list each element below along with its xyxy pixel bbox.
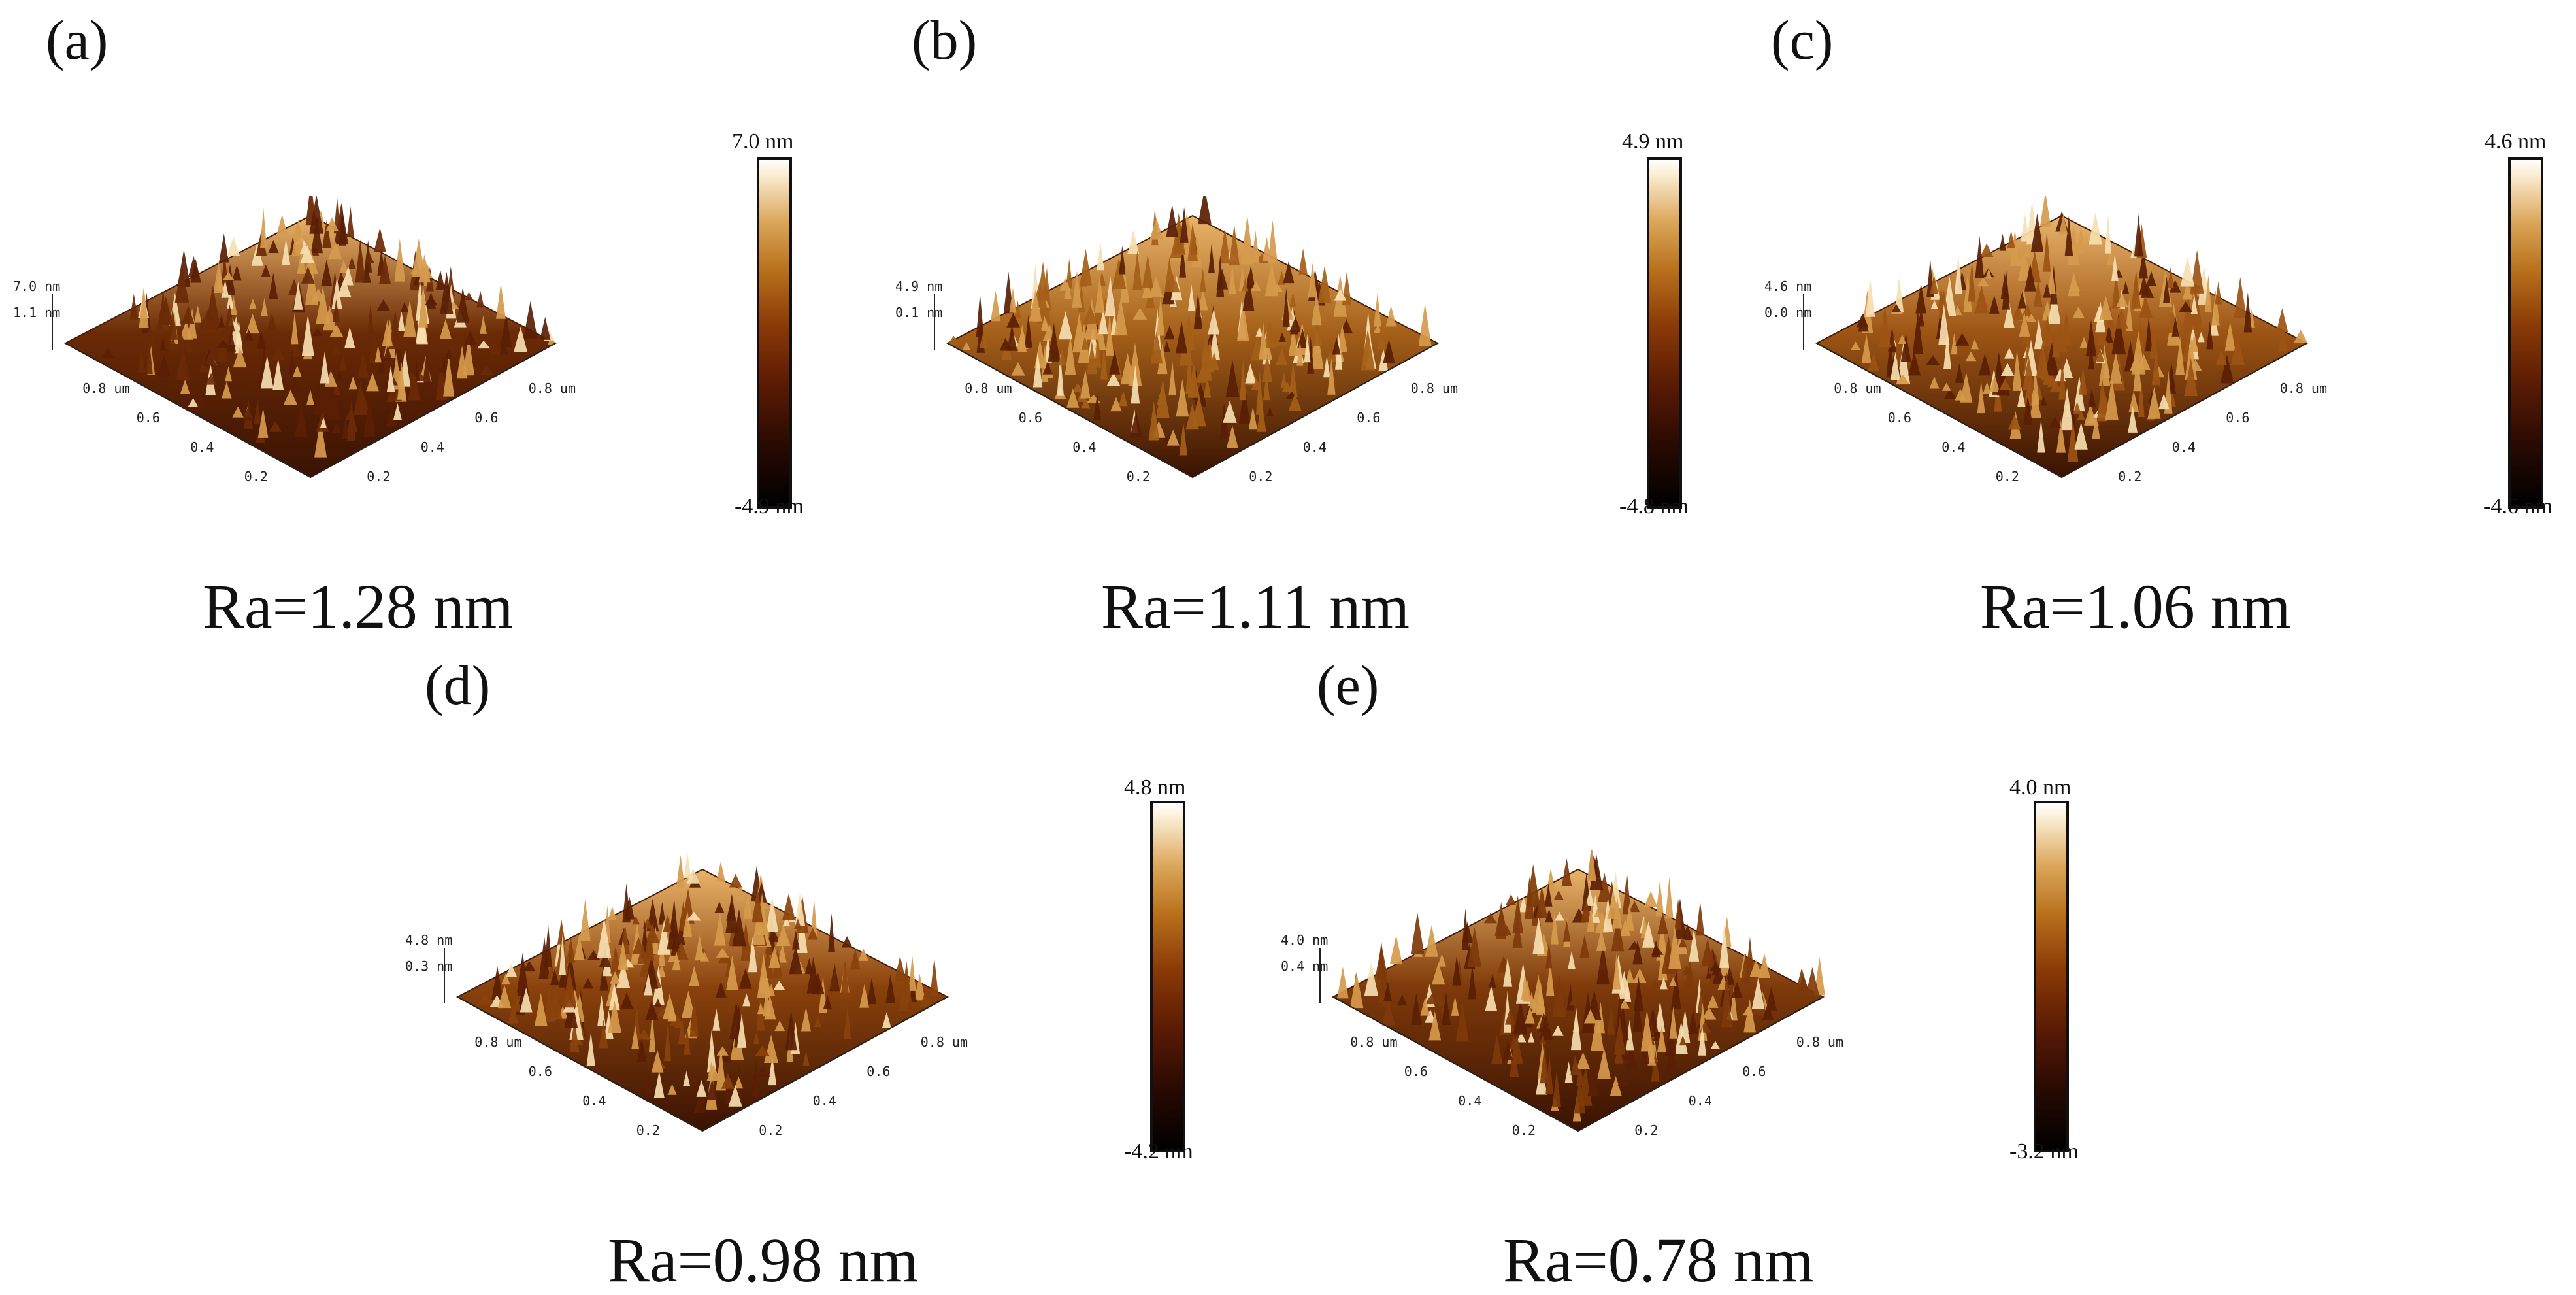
x-tick-label: 0.2 [1127,469,1150,484]
y-tick-label: 0.8 um [1796,1034,1843,1050]
y-tick-label: 0.6 [1357,410,1380,426]
x-tick-label: 0.2 [636,1122,660,1138]
height-colorbar [1647,157,1682,509]
afm-surface-image: 4.8 nm 0.3 nm 0.8 um 0.6 0.4 0.2 0.8 um 0.6 0.4 0… [405,852,968,1138]
y-tick-label: 0.8 um [921,1034,968,1050]
x-tick-label: 0.4 [582,1093,606,1109]
panel-label: (a) [46,8,108,71]
height-colorbar [2508,157,2543,509]
z-max-label: 4.9 nm [895,278,942,294]
z-max-label: 4.8 nm [405,932,452,948]
x-tick-label: 0.4 [1941,439,1965,455]
afm-surface-image: 4.0 nm 0.4 nm 0.8 um 0.6 0.4 0.2 0.8 um 0.6 0.4 0… [1281,850,1843,1138]
colorbar-min-label: -4.9 nm [735,494,804,518]
x-tick-label: 0.2 [1996,469,2019,484]
x-tick-label: 0.6 [1404,1064,1428,1079]
y-tick-label: 0.4 [2172,439,2196,455]
panel-label: (d) [425,654,491,716]
surface-frame [1816,343,2307,479]
y-tick-label: 0.2 [1249,469,1272,484]
x-tick-label: 0.4 [1458,1093,1481,1109]
x-tick-label: 0.8 um [965,380,1012,396]
y-tick-label: 0.4 [1689,1093,1712,1109]
z-mid-label: 0.3 nm [405,958,452,974]
afm-surface-image: 4.6 nm 0.0 nm 0.8 um 0.6 0.4 0.2 0.8 um 0.6 0.4 0… [1764,196,2327,484]
colorbar-min-label: -4.2 nm [1124,1139,1193,1164]
colorbar-min-label: -3.2 nm [2009,1139,2079,1164]
y-tick-label: 0.6 [474,410,498,426]
x-tick-label: 0.8 um [474,1034,521,1050]
panel-label: (c) [1771,8,1834,71]
roughness-label: Ra=0.98 nm [608,1225,919,1295]
colorbar-max-label: 4.0 nm [2009,775,2072,799]
panel-label: (b) [912,8,978,71]
z-max-label: 4.0 nm [1281,932,1328,948]
x-tick-label: 0.4 [190,439,214,455]
y-tick-label: 0.4 [421,439,444,455]
y-tick-label: 0.8 um [529,380,576,396]
x-tick-label: 0.4 [1072,439,1096,455]
colorbar-max-label: 7.0 nm [732,129,794,154]
colorbar-min-label: -4.8 nm [1619,494,1689,518]
x-tick-label: 0.6 [1888,410,1911,426]
x-tick-label: 0.2 [244,469,268,484]
y-tick-label: 0.2 [759,1122,782,1138]
x-tick-label: 0.6 [137,410,160,426]
x-tick-label: 0.8 um [1834,380,1881,396]
y-tick-label: 0.8 um [2280,380,2327,396]
z-mid-label: 0.4 nm [1281,958,1328,974]
y-tick-label: 0.6 [867,1064,890,1079]
afm-surface-image: 4.9 nm 0.1 nm 0.8 um 0.6 0.4 0.2 0.8 um 0.6 0.4 0… [895,196,1458,484]
colorbar-min-label: -4.6 nm [2483,494,2552,518]
z-mid-label: 1.1 nm [13,305,60,320]
height-colorbar [1150,801,1185,1152]
y-tick-label: 0.2 [2118,469,2141,484]
colorbar-max-label: 4.9 nm [1622,129,1684,154]
y-tick-label: 0.6 [2226,410,2249,426]
roughness-label: Ra=1.11 nm [1101,571,1410,641]
x-tick-label: 0.6 [529,1064,552,1079]
z-mid-label: 0.1 nm [895,305,942,320]
y-tick-label: 0.6 [1742,1064,1766,1079]
y-tick-label: 0.4 [1303,439,1327,455]
x-tick-label: 0.6 [1019,410,1042,426]
x-tick-label: 0.8 um [82,380,129,396]
y-tick-label: 0.2 [367,469,390,484]
z-mid-label: 0.0 nm [1764,305,1811,320]
y-tick-label: 0.8 um [1411,380,1458,396]
roughness-label: Ra=0.78 nm [1503,1225,1814,1295]
panel-label: (e) [1317,654,1379,716]
colorbar-max-label: 4.8 nm [1124,775,1186,799]
afm-surface-image: 7.0 nm 1.1 nm 0.8 um 0.6 0.4 0.2 0.8 um 0.6 0.4 0… [13,196,576,484]
height-colorbar [757,157,792,509]
colorbar-max-label: 4.6 nm [2485,129,2547,154]
surface-frame [1332,996,1824,1132]
roughness-label: Ra=1.06 nm [1980,571,2291,641]
surface-frame [457,996,948,1132]
y-tick-label: 0.2 [1634,1122,1658,1138]
surface-frame [65,343,556,479]
z-max-label: 7.0 nm [13,278,60,294]
surface-frame [947,343,1438,479]
height-colorbar [2034,801,2069,1152]
z-max-label: 4.6 nm [1764,278,1811,294]
x-tick-label: 0.2 [1512,1122,1536,1138]
x-tick-label: 0.8 um [1350,1034,1397,1050]
y-tick-label: 0.4 [813,1093,836,1109]
roughness-label: Ra=1.28 nm [203,571,514,641]
